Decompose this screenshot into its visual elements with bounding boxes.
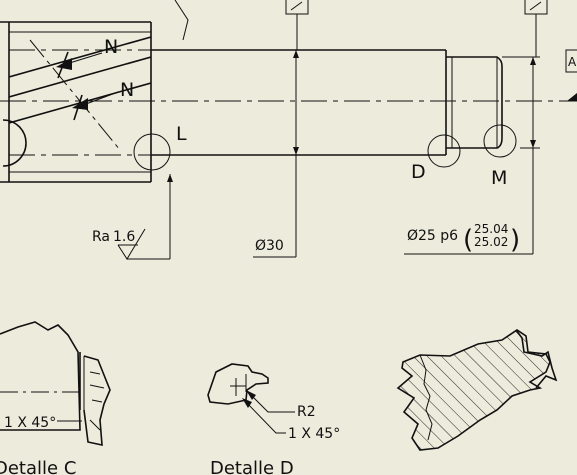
section-n-view bbox=[396, 329, 558, 451]
datum-box bbox=[565, 49, 577, 73]
detail-marker-m: M bbox=[491, 167, 507, 189]
detail-c-chamfer: 1 X 45° bbox=[4, 415, 56, 431]
detail-circle-l bbox=[133, 133, 171, 171]
datum-label: A bbox=[568, 55, 577, 69]
shaft-body bbox=[0, 49, 577, 156]
top-callouts bbox=[174, 0, 548, 57]
dim-journal-diameter bbox=[404, 56, 540, 255]
detail-d-radius: R2 bbox=[297, 404, 316, 420]
roughness-prefix: Ra bbox=[92, 229, 110, 245]
detail-marker-d: D bbox=[411, 161, 426, 183]
dim-journal-upper: 25.04 bbox=[474, 222, 508, 236]
dim-journal-diameter-text: Ø25 p6 bbox=[407, 228, 458, 244]
detail-c-caption: Detalle C bbox=[0, 458, 76, 475]
gear-body bbox=[0, 21, 152, 183]
detail-c-view bbox=[0, 321, 111, 447]
dim-journal-lower: 25.02 bbox=[474, 235, 508, 249]
detail-d-chamfer: 1 X 45° bbox=[288, 426, 340, 442]
roughness-symbol bbox=[117, 174, 173, 260]
detail-d-view bbox=[207, 363, 295, 434]
roughness-value: 1.6 bbox=[113, 229, 135, 245]
detail-circle-d bbox=[427, 134, 461, 168]
dim-shaft-diameter-text: Ø30 bbox=[255, 238, 284, 254]
dim-shaft-diameter bbox=[253, 50, 299, 258]
tolerance-paren-close: ) bbox=[510, 225, 520, 255]
detail-marker-l: L bbox=[176, 123, 187, 145]
tolerance-paren-open: ( bbox=[463, 225, 473, 255]
section-label-n-bottom: N bbox=[120, 79, 134, 101]
detail-d-caption: Detalle D bbox=[210, 458, 294, 475]
section-cut-n bbox=[29, 39, 121, 151]
detail-circle-m bbox=[483, 124, 517, 158]
shaft-main-view: N N L D M bbox=[0, 0, 577, 260]
section-label-n-top: N bbox=[104, 36, 118, 58]
